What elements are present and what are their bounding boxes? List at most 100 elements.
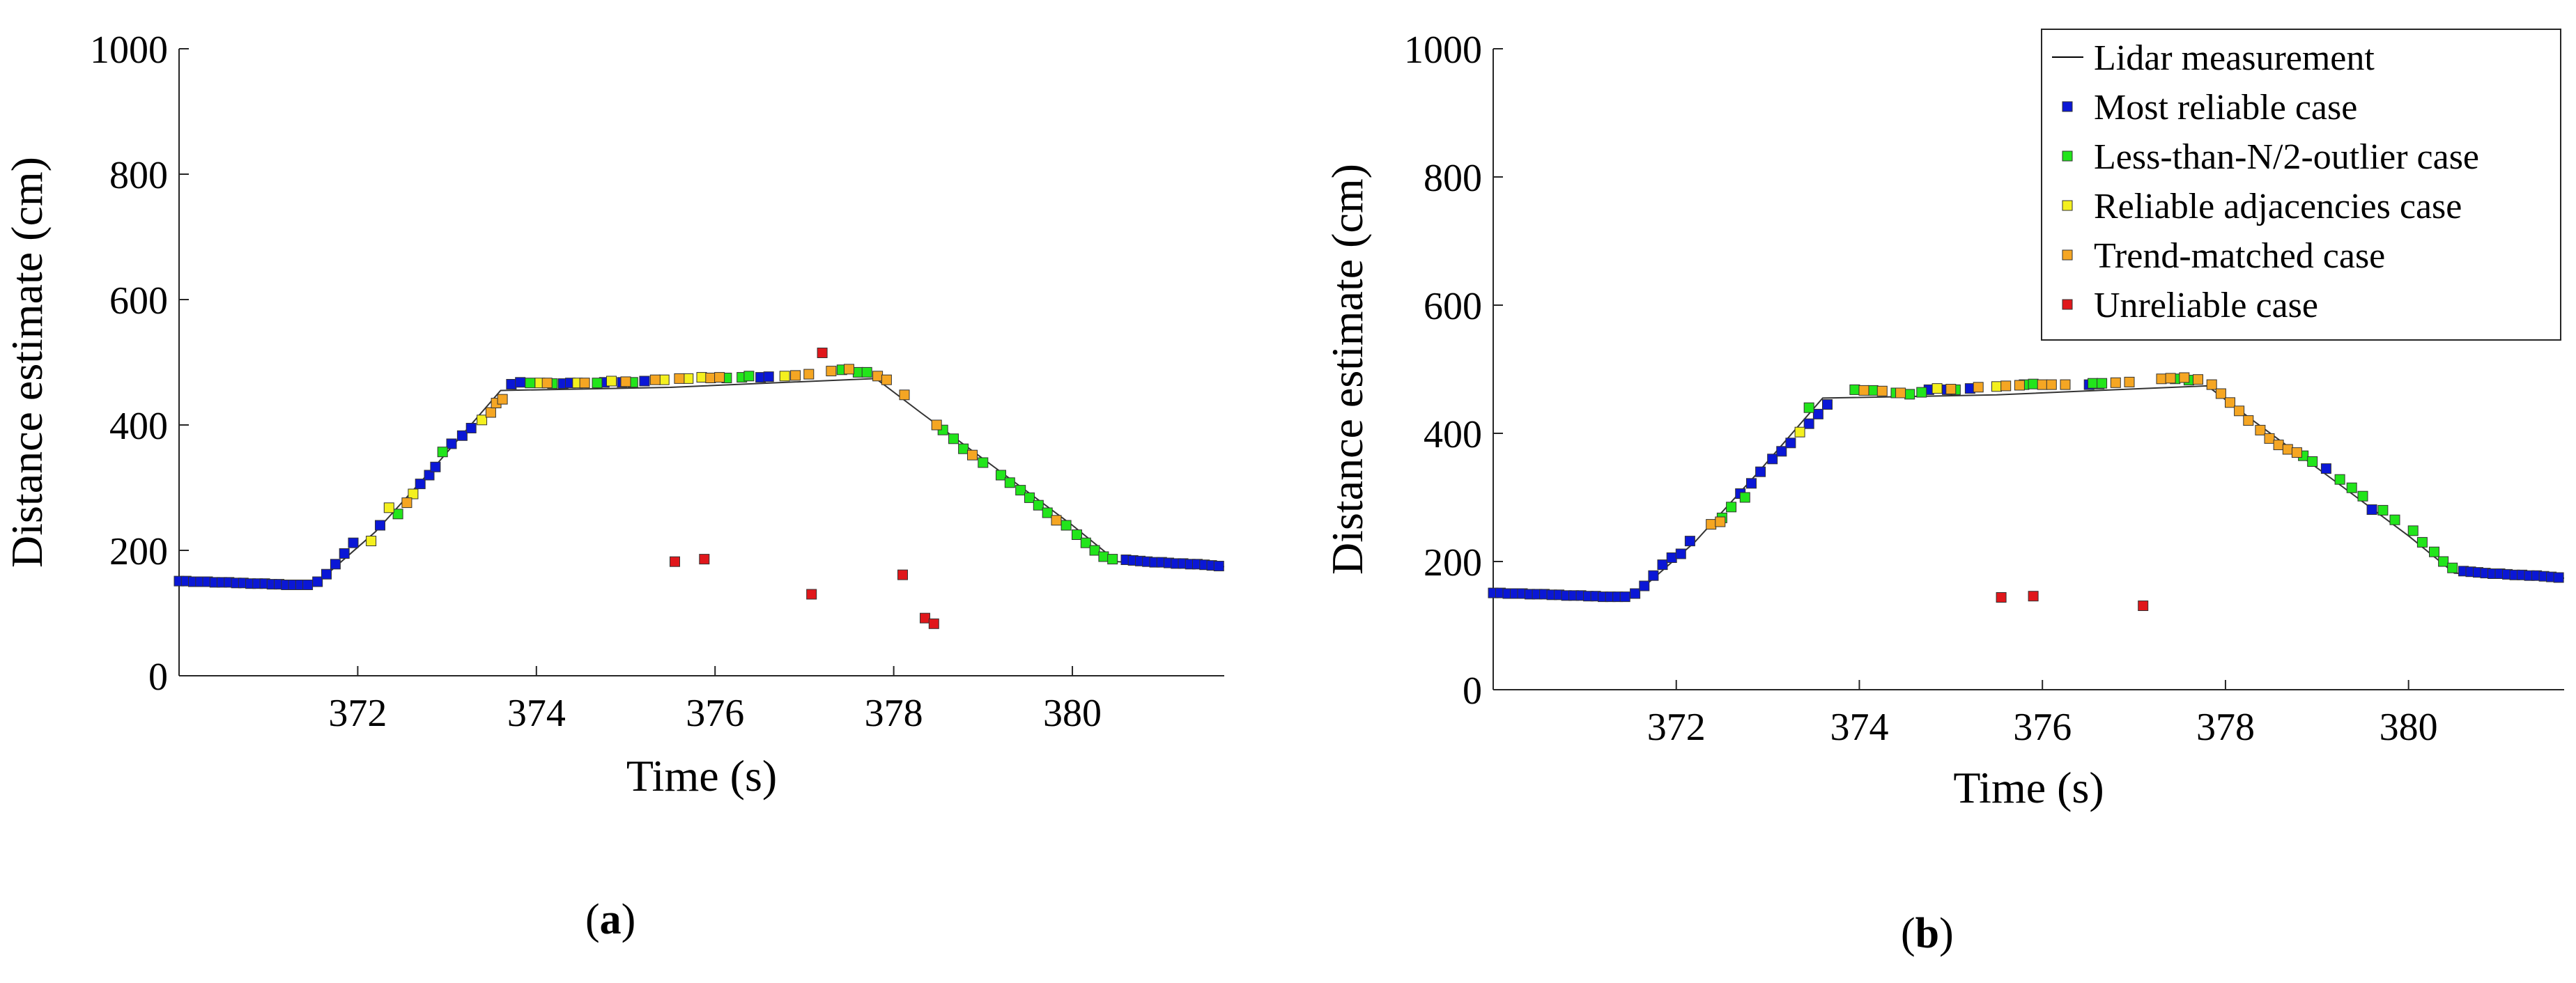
legend-entry-label: Trend-matched case	[2094, 236, 2385, 276]
data-point	[392, 509, 403, 520]
data-point	[1042, 507, 1053, 518]
data-point	[1931, 383, 1943, 394]
data-point	[1033, 500, 1044, 511]
data-point	[2028, 591, 2039, 602]
data-point	[897, 569, 908, 580]
legend-entry-label: Reliable adjacencies case	[2094, 187, 2462, 226]
x-axis-label: Time (s)	[1953, 763, 2104, 812]
data-point	[620, 376, 631, 387]
data-point	[465, 423, 477, 433]
data-point	[1080, 537, 1091, 548]
data-point	[806, 589, 817, 600]
data-point	[705, 373, 716, 383]
data-point	[348, 537, 359, 548]
x-tick-label: 376	[2013, 706, 2072, 749]
x-tick-label: 374	[1830, 706, 1888, 749]
data-point	[1015, 485, 1026, 496]
data-point	[2165, 373, 2176, 384]
data-point	[401, 497, 412, 509]
x-axis-label: Time (s)	[626, 751, 777, 800]
data-point	[978, 457, 989, 468]
series-line-lidar	[1493, 385, 2565, 598]
data-point	[790, 370, 801, 381]
data-point	[1945, 384, 1957, 394]
data-point	[658, 374, 670, 385]
data-point	[446, 438, 457, 449]
data-point	[2357, 490, 2368, 502]
data-point	[2377, 504, 2389, 516]
data-point	[2000, 380, 2012, 392]
data-point	[1004, 477, 1015, 488]
data-point	[2206, 379, 2217, 390]
data-point	[852, 366, 863, 378]
data-point	[506, 379, 517, 389]
data-point	[2225, 397, 2235, 408]
data-point	[2179, 372, 2190, 383]
data-point	[592, 378, 603, 389]
data-point	[2366, 504, 2377, 515]
data-point	[1904, 389, 1915, 400]
data-point	[2124, 376, 2135, 387]
data-point	[1755, 466, 1766, 477]
data-point	[2255, 424, 2266, 435]
data-point	[649, 374, 661, 385]
data-point	[1803, 402, 1814, 413]
data-point	[2060, 379, 2071, 390]
legend-entry-label: Unreliable case	[2094, 286, 2318, 325]
data-point	[1107, 554, 1118, 565]
data-point	[525, 378, 536, 389]
data-point	[928, 618, 939, 629]
data-point	[1822, 399, 1833, 410]
data-point	[1812, 408, 1823, 419]
data-point	[2243, 415, 2254, 426]
data-point	[683, 373, 694, 384]
data-point	[415, 479, 426, 490]
data-point	[456, 430, 468, 441]
data-point	[1072, 529, 1082, 540]
data-point	[2553, 572, 2564, 583]
data-point	[2014, 380, 2025, 391]
data-point	[2320, 463, 2331, 474]
y-tick-label: 200	[109, 530, 168, 573]
data-point	[2291, 447, 2302, 458]
data-point	[1024, 492, 1035, 503]
data-point	[430, 461, 441, 472]
y-tick-label: 0	[1463, 669, 1482, 713]
data-point	[1051, 515, 1062, 526]
data-point	[763, 371, 774, 382]
data-point	[2028, 378, 2039, 389]
data-point	[967, 449, 978, 460]
data-point	[670, 556, 680, 567]
x-tick-label: 374	[507, 692, 566, 735]
data-point	[1639, 580, 1650, 591]
data-point	[1785, 438, 1796, 449]
data-point	[2156, 373, 2167, 385]
x-tick-label: 378	[865, 692, 923, 735]
data-point	[996, 470, 1006, 481]
data-point	[1973, 382, 1984, 393]
data-point	[408, 488, 419, 500]
data-point	[1666, 552, 1677, 563]
data-point	[1706, 519, 1717, 530]
legend-entry-label: Lidar measurement	[2094, 38, 2375, 78]
data-point	[743, 371, 755, 382]
chart-panel-a: 0 200 400 600 800 1000 372 374 376 378 380 Time (s)…	[2, 29, 1225, 800]
legend-swatch-marker	[2062, 200, 2073, 211]
legend-swatch-marker	[2062, 249, 2073, 261]
data-point	[579, 378, 590, 389]
data-point	[2046, 379, 2057, 390]
data-point	[1895, 387, 1906, 398]
data-point	[2346, 482, 2357, 493]
legend-swatch-marker	[2062, 150, 2073, 162]
data-point	[366, 536, 377, 546]
data-point	[424, 470, 435, 481]
data-point	[1876, 385, 1888, 396]
data-point	[321, 568, 332, 580]
data-point	[497, 394, 508, 405]
data-point	[2407, 525, 2419, 536]
data-point	[1098, 551, 1109, 562]
data-point	[779, 371, 790, 382]
data-point	[2264, 433, 2275, 444]
data-point	[2110, 377, 2121, 388]
